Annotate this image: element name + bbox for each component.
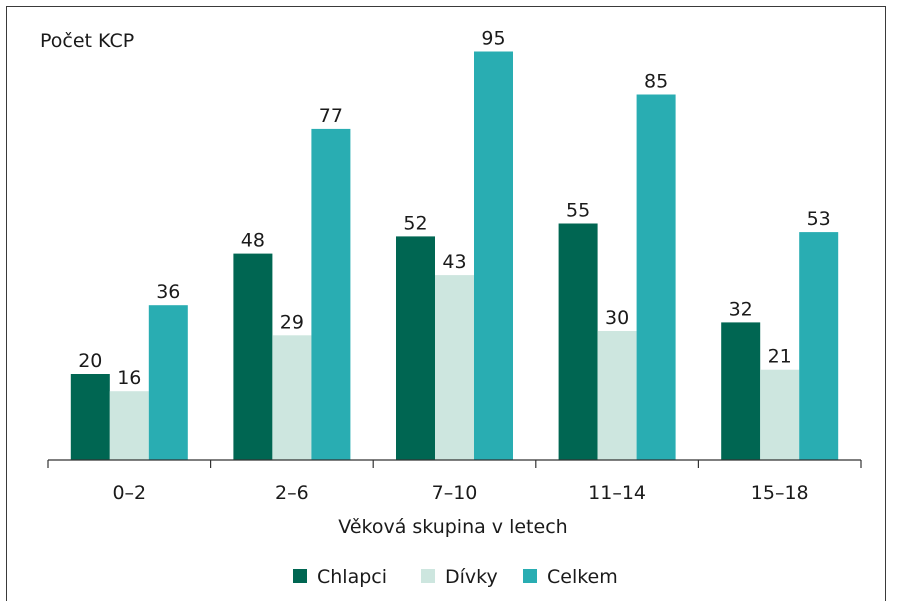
legend-swatch-celkem <box>523 569 537 583</box>
data-label-chlapci-3: 52 <box>403 212 427 234</box>
legend-swatch-dívky <box>421 569 435 583</box>
data-label-celkem-1: 36 <box>156 281 180 303</box>
x-tick-label-1: 0–2 <box>112 482 146 504</box>
data-label-dívky-3: 43 <box>442 251 466 273</box>
data-label-chlapci-2: 48 <box>241 230 265 252</box>
bar-chlapci-2 <box>233 253 273 460</box>
data-label-celkem-5: 53 <box>807 208 831 230</box>
x-tick-label-2: 2–6 <box>275 482 309 504</box>
x-axis-label: Věková skupina v letech <box>338 516 567 538</box>
data-label-celkem-3: 95 <box>481 28 505 50</box>
bar-celkem-1 <box>148 305 188 460</box>
x-tick-label-3: 7–10 <box>432 482 478 504</box>
bar-chlapci-4 <box>558 223 598 460</box>
data-label-celkem-2: 77 <box>319 105 343 127</box>
legend-label-celkem: Celkem <box>547 566 618 588</box>
bar-dívky-3 <box>435 275 474 460</box>
data-label-dívky-2: 29 <box>280 311 304 333</box>
bar-dívky-5 <box>760 369 800 460</box>
bar-celkem-3 <box>474 51 513 460</box>
x-tick-label-5: 15–18 <box>751 482 809 504</box>
bar-celkem-4 <box>636 94 676 460</box>
data-label-dívky-5: 21 <box>768 346 792 368</box>
bar-dívky-1 <box>109 391 149 460</box>
bars-group: 20 16 36 48 29 77 52 43 95 55 30 85 32 21 53 <box>70 28 839 460</box>
data-label-chlapci-5: 32 <box>729 298 753 320</box>
chart-frame <box>6 6 886 601</box>
data-label-chlapci-4: 55 <box>566 200 590 222</box>
x-axis: 0–2 2–6 7–10 11–14 15–18 <box>47 459 862 504</box>
bar-chlapci-1 <box>70 374 110 460</box>
legend: Chlapci Dívky Celkem <box>293 566 618 588</box>
bar-chlapci-5 <box>721 322 761 460</box>
data-label-celkem-4: 85 <box>644 71 668 93</box>
legend-swatch-chlapci <box>293 569 307 583</box>
x-tick-label-4: 11–14 <box>588 482 646 504</box>
bar-dívky-2 <box>272 335 312 460</box>
bar-celkem-2 <box>311 128 351 460</box>
data-label-chlapci-1: 20 <box>78 350 102 372</box>
bar-chlapci-3 <box>396 236 435 460</box>
data-label-dívky-1: 16 <box>117 367 141 389</box>
bar-dívky-4 <box>597 331 637 460</box>
bar-celkem-5 <box>799 232 839 460</box>
legend-label-chlapci: Chlapci <box>317 566 387 588</box>
y-axis-label: Počet KCP <box>40 30 134 52</box>
data-label-dívky-4: 30 <box>605 307 629 329</box>
legend-label-dívky: Dívky <box>445 566 498 588</box>
